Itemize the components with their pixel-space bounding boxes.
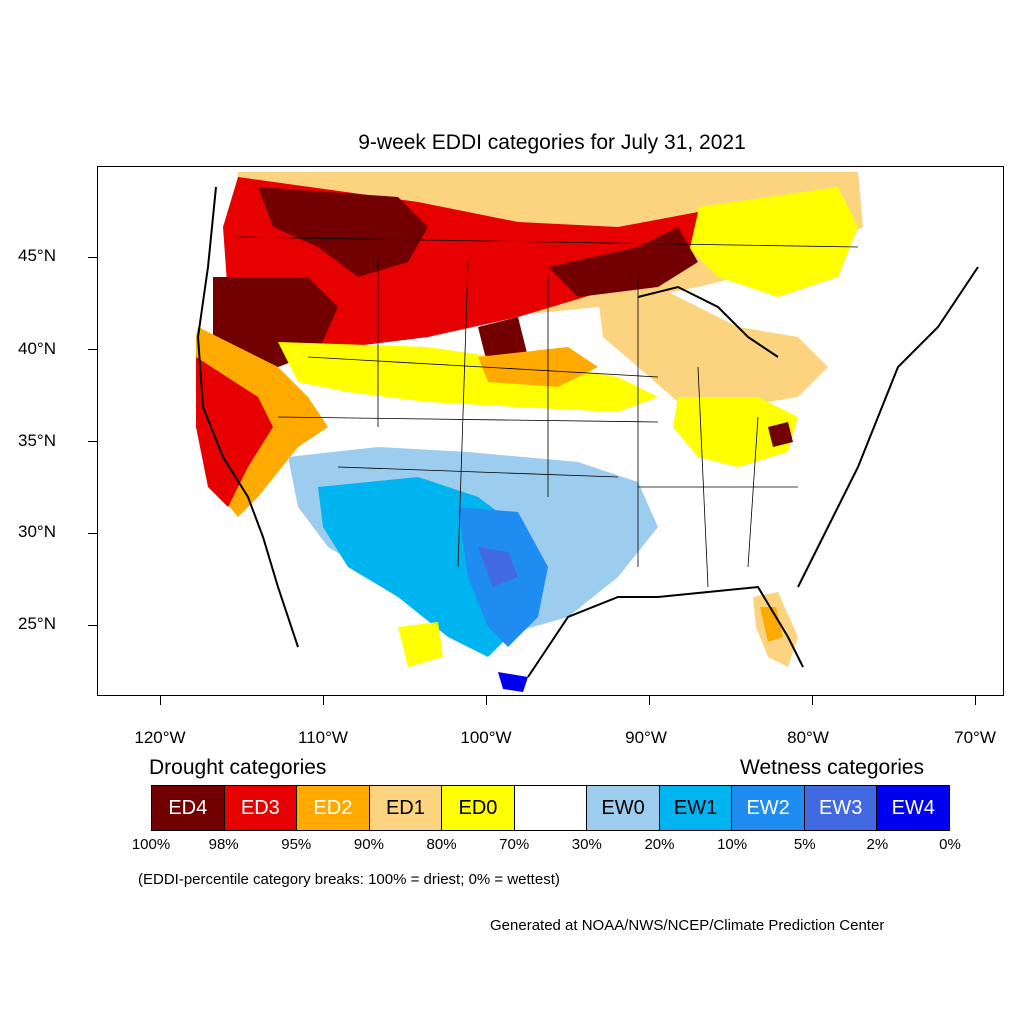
region-ed0-mexico xyxy=(398,622,443,667)
lat-tick xyxy=(88,349,97,350)
region-ew3-texas xyxy=(478,547,518,587)
percentile-label: 70% xyxy=(499,836,530,853)
percentile-label: 10% xyxy=(717,836,748,853)
legend-box-neutral xyxy=(514,786,588,830)
legend-box-ew3: EW3 xyxy=(804,786,878,830)
lat-label-35: 35°N xyxy=(18,431,56,450)
region-ed2-florida xyxy=(760,607,783,642)
region-ew4-gulf xyxy=(498,672,528,692)
percentile-label: 100% xyxy=(131,836,171,853)
region-ed2-central xyxy=(478,347,598,387)
lon-tick xyxy=(486,696,487,705)
coastlines xyxy=(196,186,979,678)
percentile-label: 80% xyxy=(426,836,457,853)
percentile-label: 98% xyxy=(208,836,239,853)
lon-label-70w: 70°W xyxy=(954,728,996,747)
region-ed0-ohio xyxy=(673,397,798,467)
lat-label-40: 40°N xyxy=(18,339,56,358)
percentile-label: 30% xyxy=(571,836,602,853)
percentile-label: 90% xyxy=(353,836,384,853)
region-ed4-virginia xyxy=(768,422,793,447)
lon-tick xyxy=(649,696,650,705)
lat-tick xyxy=(88,625,97,626)
lat-tick xyxy=(88,441,97,442)
lon-label-100w: 100°W xyxy=(460,728,512,747)
lon-label-80w: 80°W xyxy=(787,728,829,747)
lon-label-110w: 110°W xyxy=(298,728,348,747)
percentile-label: 2% xyxy=(866,836,889,853)
credit-line: Generated at NOAA/NWS/NCEP/Climate Predi… xyxy=(490,917,885,934)
legend-box-ed4: ED4 xyxy=(152,786,225,830)
percentile-label: 0% xyxy=(939,836,961,853)
lon-label-90w: 90°W xyxy=(625,728,667,747)
legend-box-ew0: EW0 xyxy=(587,786,660,830)
category-legend: ED4 ED3 ED2 ED1 ED0 EW0 EW1 EW2 EW3 EW4 xyxy=(151,785,950,831)
category-breaks-note: (EDDI-percentile category breaks: 100% =… xyxy=(138,871,560,888)
percentile-label: 95% xyxy=(281,836,312,853)
drought-categories-heading: Drought categories xyxy=(149,756,327,779)
legend-box-ed3: ED3 xyxy=(224,786,298,830)
lon-tick xyxy=(812,696,813,705)
percentile-label: 5% xyxy=(793,836,816,853)
legend-box-ew4: EW4 xyxy=(877,786,950,830)
lat-label-30: 30°N xyxy=(18,522,56,541)
lon-tick xyxy=(160,696,161,705)
legend-box-ew2: EW2 xyxy=(732,786,805,830)
state-boundaries xyxy=(237,236,859,588)
percentile-label: 20% xyxy=(644,836,675,853)
legend-box-ed1: ED1 xyxy=(369,786,443,830)
wetness-categories-heading: Wetness categories xyxy=(740,756,925,779)
region-ed3-west xyxy=(196,357,273,507)
lon-label-120w: 120°W xyxy=(134,728,186,747)
map-title: 9-week EDDI categories for July 31, 2021 xyxy=(358,131,746,154)
lat-label-45: 45°N xyxy=(18,246,56,265)
region-ed0-north xyxy=(688,187,858,297)
lon-tick xyxy=(975,696,976,705)
eddi-map xyxy=(196,172,979,692)
legend-box-ew1: EW1 xyxy=(659,786,733,830)
legend-box-ed0: ED0 xyxy=(442,786,515,830)
map-plot-area xyxy=(97,166,1004,696)
lat-tick xyxy=(88,257,97,258)
region-ed4-northwest xyxy=(258,187,428,277)
region-ed4-plains xyxy=(548,227,698,297)
legend-box-ed2: ED2 xyxy=(297,786,370,830)
lon-tick xyxy=(323,696,324,705)
lat-tick xyxy=(88,533,97,534)
lat-label-25: 25°N xyxy=(18,614,56,633)
region-ed0-belt xyxy=(278,342,658,412)
